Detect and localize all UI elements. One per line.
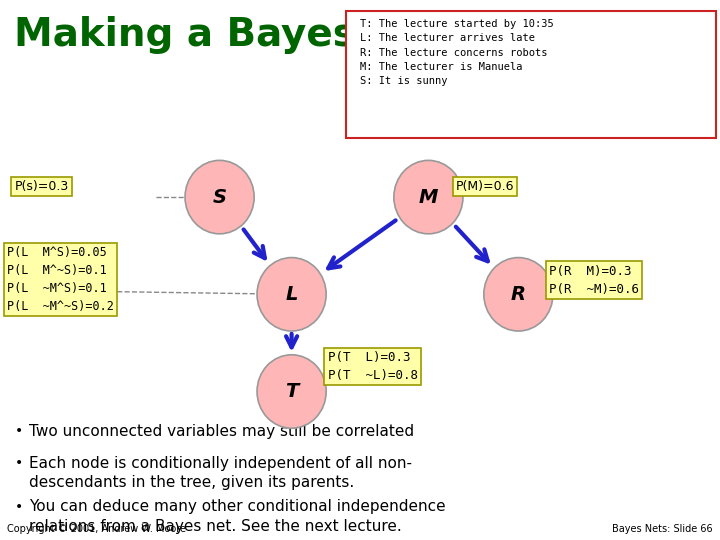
Ellipse shape	[484, 258, 553, 331]
Text: T: T	[285, 382, 298, 401]
Text: P(L  M^S)=0.05
P(L  M^~S)=0.1
P(L  ~M^S)=0.1
P(L  ~M^~S)=0.2: P(L M^S)=0.05 P(L M^~S)=0.1 P(L ~M^S)=0.…	[7, 246, 114, 313]
Text: Each node is conditionally independent of all non-
descendants in the tree, give: Each node is conditionally independent o…	[29, 456, 412, 490]
Text: R: R	[511, 285, 526, 304]
Text: Bayes Nets: Slide 66: Bayes Nets: Slide 66	[612, 523, 713, 534]
Ellipse shape	[394, 160, 463, 234]
FancyBboxPatch shape	[346, 11, 716, 138]
Text: P(R  M)=0.3
P(R  ~M)=0.6: P(R M)=0.3 P(R ~M)=0.6	[549, 265, 639, 295]
Text: You can deduce many other conditional independence
relations from a Bayes net. S: You can deduce many other conditional in…	[29, 500, 446, 534]
Text: •: •	[14, 424, 22, 438]
Text: Copyright © 2001, Andrew W. Moore: Copyright © 2001, Andrew W. Moore	[7, 523, 186, 534]
Text: S: S	[212, 187, 227, 207]
Text: •: •	[14, 456, 22, 470]
Text: •: •	[14, 500, 22, 514]
Text: Two unconnected variables may still be correlated: Two unconnected variables may still be c…	[29, 424, 414, 439]
Text: L: L	[285, 285, 298, 304]
Text: P(s)=0.3: P(s)=0.3	[14, 180, 68, 193]
Ellipse shape	[257, 355, 326, 428]
Text: P(M)=0.6: P(M)=0.6	[456, 180, 514, 193]
Ellipse shape	[185, 160, 254, 234]
Text: T: The lecture started by 10:35
L: The lecturer arrives late
R: The lecture conc: T: The lecture started by 10:35 L: The l…	[360, 19, 554, 86]
Text: P(T  L)=0.3
P(T  ~L)=0.8: P(T L)=0.3 P(T ~L)=0.8	[328, 351, 418, 382]
Ellipse shape	[257, 258, 326, 331]
Text: M: M	[419, 187, 438, 207]
Text: Making a Bayes net: Making a Bayes net	[14, 16, 442, 54]
